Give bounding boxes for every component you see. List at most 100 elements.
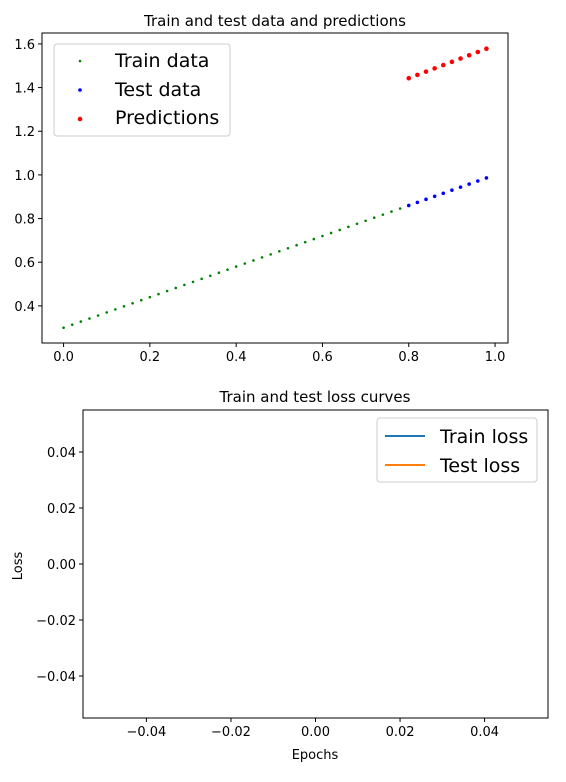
predictions-point — [423, 69, 429, 74]
train-data-point — [295, 243, 298, 247]
test-data-point — [458, 185, 463, 189]
test-data-point — [415, 200, 420, 205]
x-tick-label: 0.04 — [470, 725, 499, 740]
x-tick-label: 1.0 — [485, 350, 506, 365]
train-data-point — [131, 301, 134, 305]
train-data-point — [338, 228, 342, 232]
train-data-point — [312, 237, 316, 241]
train-data-point — [347, 225, 350, 229]
predictions-point — [415, 72, 420, 78]
x-tick-label: 0.8 — [398, 350, 419, 365]
x-axis: −0.04 −0.02 0.00 0.02 0.04 — [126, 718, 499, 740]
x-tick-label: −0.02 — [211, 725, 251, 740]
train-data-point — [174, 286, 178, 290]
train-data-point — [260, 256, 264, 259]
train-data-point — [139, 298, 143, 302]
chart-title: Train and test loss curves — [219, 388, 411, 406]
train-data-point — [96, 314, 100, 317]
train-data-point — [398, 207, 402, 210]
train-data-point — [122, 305, 126, 308]
legend: Train loss Test loss — [376, 417, 538, 483]
legend-box — [53, 43, 231, 137]
train-data-point — [226, 268, 229, 271]
train-data-point — [252, 259, 255, 262]
x-tick-label: −0.04 — [126, 725, 166, 740]
y-tick-label: 0.04 — [47, 446, 76, 461]
legend-label-train-loss: Train loss — [439, 426, 528, 448]
train-data-point — [208, 274, 212, 278]
legend-label-test-loss: Test loss — [439, 455, 520, 477]
train-data-point — [381, 213, 385, 216]
y-tick-label: 1.0 — [14, 169, 35, 184]
train-data-point — [217, 271, 221, 275]
y-tick-label: 1.4 — [14, 82, 35, 97]
test-data-point — [484, 176, 489, 180]
legend-label-predictions: Predictions — [115, 107, 219, 129]
train-data-point — [165, 289, 169, 293]
axes-frame — [41, 32, 509, 344]
predictions-point — [449, 59, 455, 65]
train-data-point — [114, 308, 117, 311]
train-data-point — [269, 253, 272, 256]
test-data-point — [467, 182, 471, 186]
y-axis: −0.04 −0.02 0.00 0.02 0.04 — [36, 446, 83, 685]
test-data-point — [406, 203, 411, 208]
train-data-point — [286, 246, 290, 250]
legend-marker-predictions — [77, 116, 83, 122]
predictions-chart: Train and test data and predictions 0.0 0… — [14, 12, 509, 365]
train-data-point — [278, 250, 281, 253]
x-tick-label: 0.4 — [226, 350, 247, 365]
legend: Train data Test data Predictions — [53, 43, 231, 137]
legend-label-train-data: Train data — [114, 50, 209, 72]
x-tick-label: 0.6 — [312, 350, 333, 365]
legend-marker-train-data — [78, 59, 82, 63]
train-data-point — [183, 283, 186, 287]
y-tick-label: 0.8 — [14, 213, 35, 228]
train-data-point — [200, 277, 203, 281]
y-tick-label: 0.00 — [47, 558, 76, 573]
train-data-point — [88, 317, 91, 320]
y-tick-label: 1.2 — [14, 125, 35, 140]
y-tick-label: 0.4 — [14, 300, 35, 315]
y-axis-label: Loss — [11, 552, 26, 581]
train-data-point — [105, 311, 109, 314]
train-data-point — [329, 231, 333, 235]
plot-area — [62, 46, 489, 330]
predictions-point — [484, 46, 489, 52]
train-data-point — [372, 216, 376, 219]
predictions-point — [458, 56, 463, 61]
y-tick-label: −0.02 — [36, 614, 76, 629]
legend-marker-test-data — [78, 88, 82, 92]
test-data-point — [475, 179, 480, 183]
y-tick-label: 1.6 — [14, 38, 35, 53]
test-data-point — [450, 188, 454, 192]
train-data-point — [234, 265, 238, 268]
train-data-point — [79, 320, 83, 323]
train-data-point — [390, 210, 393, 213]
y-tick-label: 0.6 — [14, 256, 35, 271]
x-tick-label: 0.2 — [140, 350, 161, 365]
predictions-point — [466, 52, 472, 58]
y-tick-label: −0.04 — [36, 670, 76, 685]
train-data-point — [243, 262, 247, 265]
predictions-point — [440, 62, 446, 68]
chart-title: Train and test data and predictions — [143, 12, 406, 30]
train-data-point — [62, 326, 65, 330]
train-data-point — [148, 295, 152, 299]
predictions-point — [432, 66, 437, 71]
train-data-point — [303, 240, 307, 244]
x-axis: 0.0 0.2 0.4 0.6 0.8 1.0 — [53, 343, 505, 365]
legend-label-test-data: Test data — [114, 79, 201, 101]
test-data-point — [441, 191, 446, 196]
x-tick-label: 0.02 — [386, 725, 415, 740]
y-tick-label: 0.02 — [47, 502, 76, 517]
train-data-point — [70, 323, 74, 326]
train-data-point — [364, 219, 367, 223]
train-data-point — [191, 280, 195, 284]
y-axis: 0.4 0.6 0.8 1.0 1.2 1.4 1.6 — [14, 38, 42, 315]
test-data-point — [424, 197, 428, 202]
train-data-point — [355, 222, 359, 226]
predictions-point — [406, 75, 412, 81]
x-tick-label: 0.0 — [53, 350, 74, 365]
